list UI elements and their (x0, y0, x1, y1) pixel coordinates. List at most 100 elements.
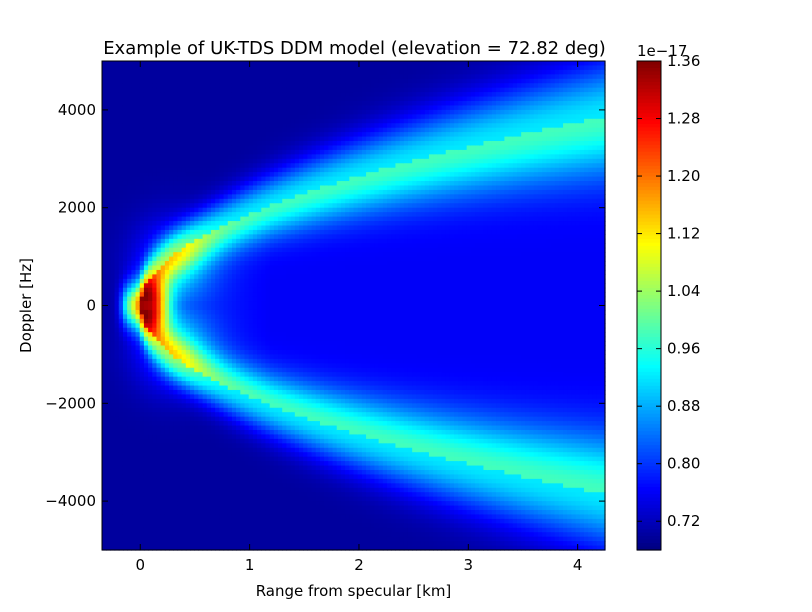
heatmap-cell (227, 141, 233, 147)
heatmap-cell (257, 305, 262, 311)
heatmap-cell (227, 194, 233, 200)
heatmap-cell (135, 469, 141, 476)
heatmap-cell (257, 132, 262, 138)
heatmap-cell (231, 394, 237, 400)
heatmap-cell (219, 327, 225, 333)
heatmap-cell (156, 252, 162, 258)
heatmap-cell (148, 74, 153, 80)
heatmap-cell (135, 181, 141, 187)
heatmap-cell (202, 292, 208, 298)
heatmap-cell (122, 256, 128, 262)
heatmap-cell (236, 501, 241, 507)
heatmap-cell (122, 278, 128, 284)
heatmap-cell (131, 456, 137, 462)
heatmap-cell (164, 416, 170, 422)
heatmap-cell (282, 136, 288, 142)
heatmap-cell (156, 478, 162, 484)
heatmap-cell (231, 225, 237, 231)
heatmap-cell (135, 403, 141, 409)
heatmap-cell (122, 532, 128, 538)
heatmap-cell (269, 469, 275, 476)
heatmap-cell (127, 109, 132, 115)
heatmap-cell (269, 221, 275, 227)
heatmap-cell (102, 514, 107, 520)
heatmap-cell (127, 65, 132, 71)
heatmap-cell (282, 238, 288, 244)
heatmap-cell (278, 185, 283, 191)
heatmap-cell (282, 265, 288, 271)
heatmap-cell (164, 65, 170, 71)
heatmap-cell (257, 109, 262, 115)
heatmap-cell (198, 234, 204, 240)
heatmap-cell (194, 163, 200, 169)
heatmap-cell (265, 541, 271, 547)
heatmap-cell (194, 87, 200, 93)
heatmap-cell (106, 216, 111, 222)
heatmap-cell (148, 425, 153, 431)
heatmap-cell (286, 274, 292, 280)
heatmap-cell (202, 141, 208, 147)
heatmap-cell (206, 496, 212, 502)
heatmap-cell (106, 474, 111, 480)
heatmap-cell (219, 287, 225, 293)
heatmap-cell (190, 287, 195, 293)
heatmap-cell (231, 301, 237, 307)
heatmap-cell (273, 421, 279, 427)
heatmap-cell (169, 492, 174, 498)
heatmap-cell (282, 229, 288, 235)
heatmap-cell (244, 505, 250, 511)
heatmap-cell (198, 198, 204, 204)
heatmap-cell (118, 185, 124, 191)
heatmap-cell (236, 229, 241, 235)
heatmap-cell (215, 287, 220, 293)
heatmap-cell (110, 287, 116, 293)
heatmap-cell (139, 185, 145, 191)
heatmap-cell (102, 163, 107, 169)
heatmap-cell (173, 149, 179, 155)
heatmap-cell (215, 61, 220, 67)
heatmap-cell (110, 407, 116, 413)
heatmap-cell (127, 101, 132, 107)
heatmap-cell (160, 478, 166, 484)
heatmap-cell (210, 216, 216, 222)
heatmap-cell (173, 456, 179, 462)
heatmap-cell (269, 269, 275, 275)
heatmap-cell (131, 69, 137, 75)
heatmap-cell (210, 176, 216, 182)
heatmap-cell (190, 118, 195, 124)
heatmap-cell (152, 154, 158, 160)
heatmap-cell (231, 416, 237, 422)
heatmap-cell (122, 345, 128, 351)
heatmap-cell (215, 154, 220, 160)
heatmap-cell (286, 203, 292, 209)
heatmap-cell (206, 207, 212, 213)
heatmap-cell (252, 523, 258, 529)
heatmap-cell (169, 216, 174, 222)
heatmap-cell (223, 158, 229, 164)
heatmap-cell (265, 478, 271, 484)
heatmap-cell (181, 536, 187, 542)
heatmap-cell (164, 407, 170, 413)
heatmap-cell (185, 225, 191, 231)
heatmap-cell (265, 141, 271, 147)
heatmap-cell (286, 216, 292, 222)
heatmap-cell (185, 305, 191, 311)
heatmap-cell (210, 96, 216, 102)
heatmap-cell (106, 158, 111, 164)
heatmap-cell (110, 256, 116, 262)
heatmap-cell (227, 69, 233, 75)
heatmap-cell (244, 381, 250, 387)
heatmap-cell (177, 74, 183, 80)
heatmap-cell (219, 149, 225, 155)
heatmap-cell (261, 198, 267, 204)
heatmap-cell (118, 345, 124, 351)
heatmap-cell (194, 407, 200, 413)
heatmap-cell (261, 341, 267, 347)
heatmap-cell (252, 167, 258, 173)
heatmap-cell (248, 483, 254, 489)
heatmap-cell (202, 478, 208, 484)
heatmap-cell (164, 465, 170, 471)
heatmap-cell (122, 296, 128, 302)
heatmap-cell (210, 327, 216, 333)
heatmap-cell (248, 443, 254, 449)
